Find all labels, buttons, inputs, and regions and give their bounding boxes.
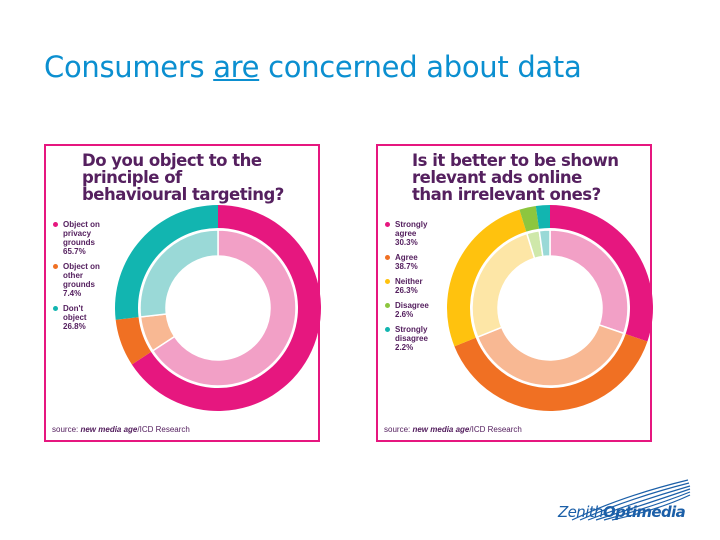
legend-label: Agree [395, 253, 418, 262]
legend-dot [53, 264, 58, 269]
chart-source-right: source: new media age/ICD Research [384, 425, 522, 434]
chart-title-left: Do you object to the principle of behavi… [82, 152, 284, 203]
chart-title-right: Is it better to be shown relevant ads on… [412, 151, 619, 204]
source-suffix: /ICD Research [137, 425, 190, 434]
slice-inner-strongly-disagree [538, 229, 551, 258]
legend-value: 26.8% [63, 322, 86, 331]
legend-item: Agree 38.7% [384, 253, 440, 271]
slide-title: Consumers are concerned about data [44, 50, 582, 84]
legend-item: Object on other grounds 7.4% [52, 262, 108, 298]
legend-value: 30.3% [395, 238, 418, 247]
legend-dot [385, 222, 390, 227]
chart-title-line: than irrelevant ones? [412, 185, 601, 204]
chart-title-line: Is it better to be shown [412, 151, 619, 170]
logo-swoosh-icon [571, 479, 691, 521]
legend-item: Disagree 2.6% [384, 301, 440, 319]
source-publication: new media age [80, 425, 138, 434]
legend-value: 38.7% [395, 262, 418, 271]
title-underlined: are [213, 50, 260, 84]
legend-value: 2.2% [395, 343, 414, 352]
logo-text-part2: Optimedia [602, 503, 686, 521]
legend-value: 26.3% [395, 286, 418, 295]
legend-dot [53, 306, 58, 311]
logo-text-part1: Zenith [558, 503, 604, 521]
legend-value: 65.7% [63, 247, 86, 256]
legend-label: Object on other grounds [63, 262, 100, 289]
legend-dot [385, 279, 390, 284]
legend-label: Object on privacy grounds [63, 220, 100, 247]
source-prefix: source: [52, 425, 81, 434]
chart-title-line: relevant ads online [412, 168, 582, 187]
chart-panel-right: Is it better to be shown relevant ads on… [376, 144, 653, 442]
legend-value: 7.4% [63, 289, 82, 298]
legend-item: Don't object 26.8% [52, 304, 108, 331]
legend-label: Strongly disagree [395, 325, 428, 343]
legend-label: Neither [395, 277, 423, 286]
source-suffix: /ICD Research [469, 425, 522, 434]
donut-chart-left [115, 205, 321, 411]
slice-inner-object-on-privacy-grounds [151, 229, 297, 387]
legend-value: 2.6% [395, 310, 414, 319]
slice-outer-strongly-agree [550, 205, 653, 342]
legend-label: Strongly agree [395, 220, 428, 238]
legend-item: Object on privacy grounds 65.7% [52, 220, 108, 256]
zenithoptimedia-logo: ZenithOptimedia [552, 476, 692, 526]
legend-dot [385, 327, 390, 332]
title-after: concerned about data [259, 50, 582, 84]
chart-title-line: behavioural targeting? [82, 185, 284, 204]
logo-text: ZenithOptimedia [558, 503, 686, 521]
legend-label: Don't object [63, 304, 87, 322]
donut-chart-right [447, 205, 653, 411]
chart-legend-left: Object on privacy grounds 65.7% Object o… [52, 220, 108, 337]
slice-outer-neither [447, 209, 527, 347]
slice-outer-strongly-disagree [535, 205, 550, 229]
legend-item: Neither 26.3% [384, 277, 440, 295]
legend-label: Disagree [395, 301, 429, 310]
legend-dot [385, 255, 390, 260]
legend-item: Strongly agree 30.3% [384, 220, 440, 247]
slice-outer-don-t-object [115, 205, 218, 320]
slice-outer-disagree [519, 205, 539, 232]
title-before: Consumers [44, 50, 214, 84]
chart-legend-right: Strongly agree 30.3% Agree 38.7% Neither… [384, 220, 440, 358]
chart-panel-left: Do you object to the principle of behavi… [44, 144, 321, 442]
legend-dot [385, 303, 390, 308]
slice-inner-don-t-object [139, 229, 219, 318]
legend-item: Strongly disagree 2.2% [384, 325, 440, 352]
legend-dot [53, 222, 58, 227]
chart-title-line: Do you object to the [82, 151, 262, 170]
chart-source-left: source: new media age/ICD Research [52, 425, 190, 434]
source-prefix: source: [384, 425, 413, 434]
slice-outer-agree [454, 334, 648, 411]
slice-outer-object-on-other-grounds [115, 317, 152, 365]
source-publication: new media age [412, 425, 470, 434]
chart-title-line: principle of [82, 168, 182, 187]
